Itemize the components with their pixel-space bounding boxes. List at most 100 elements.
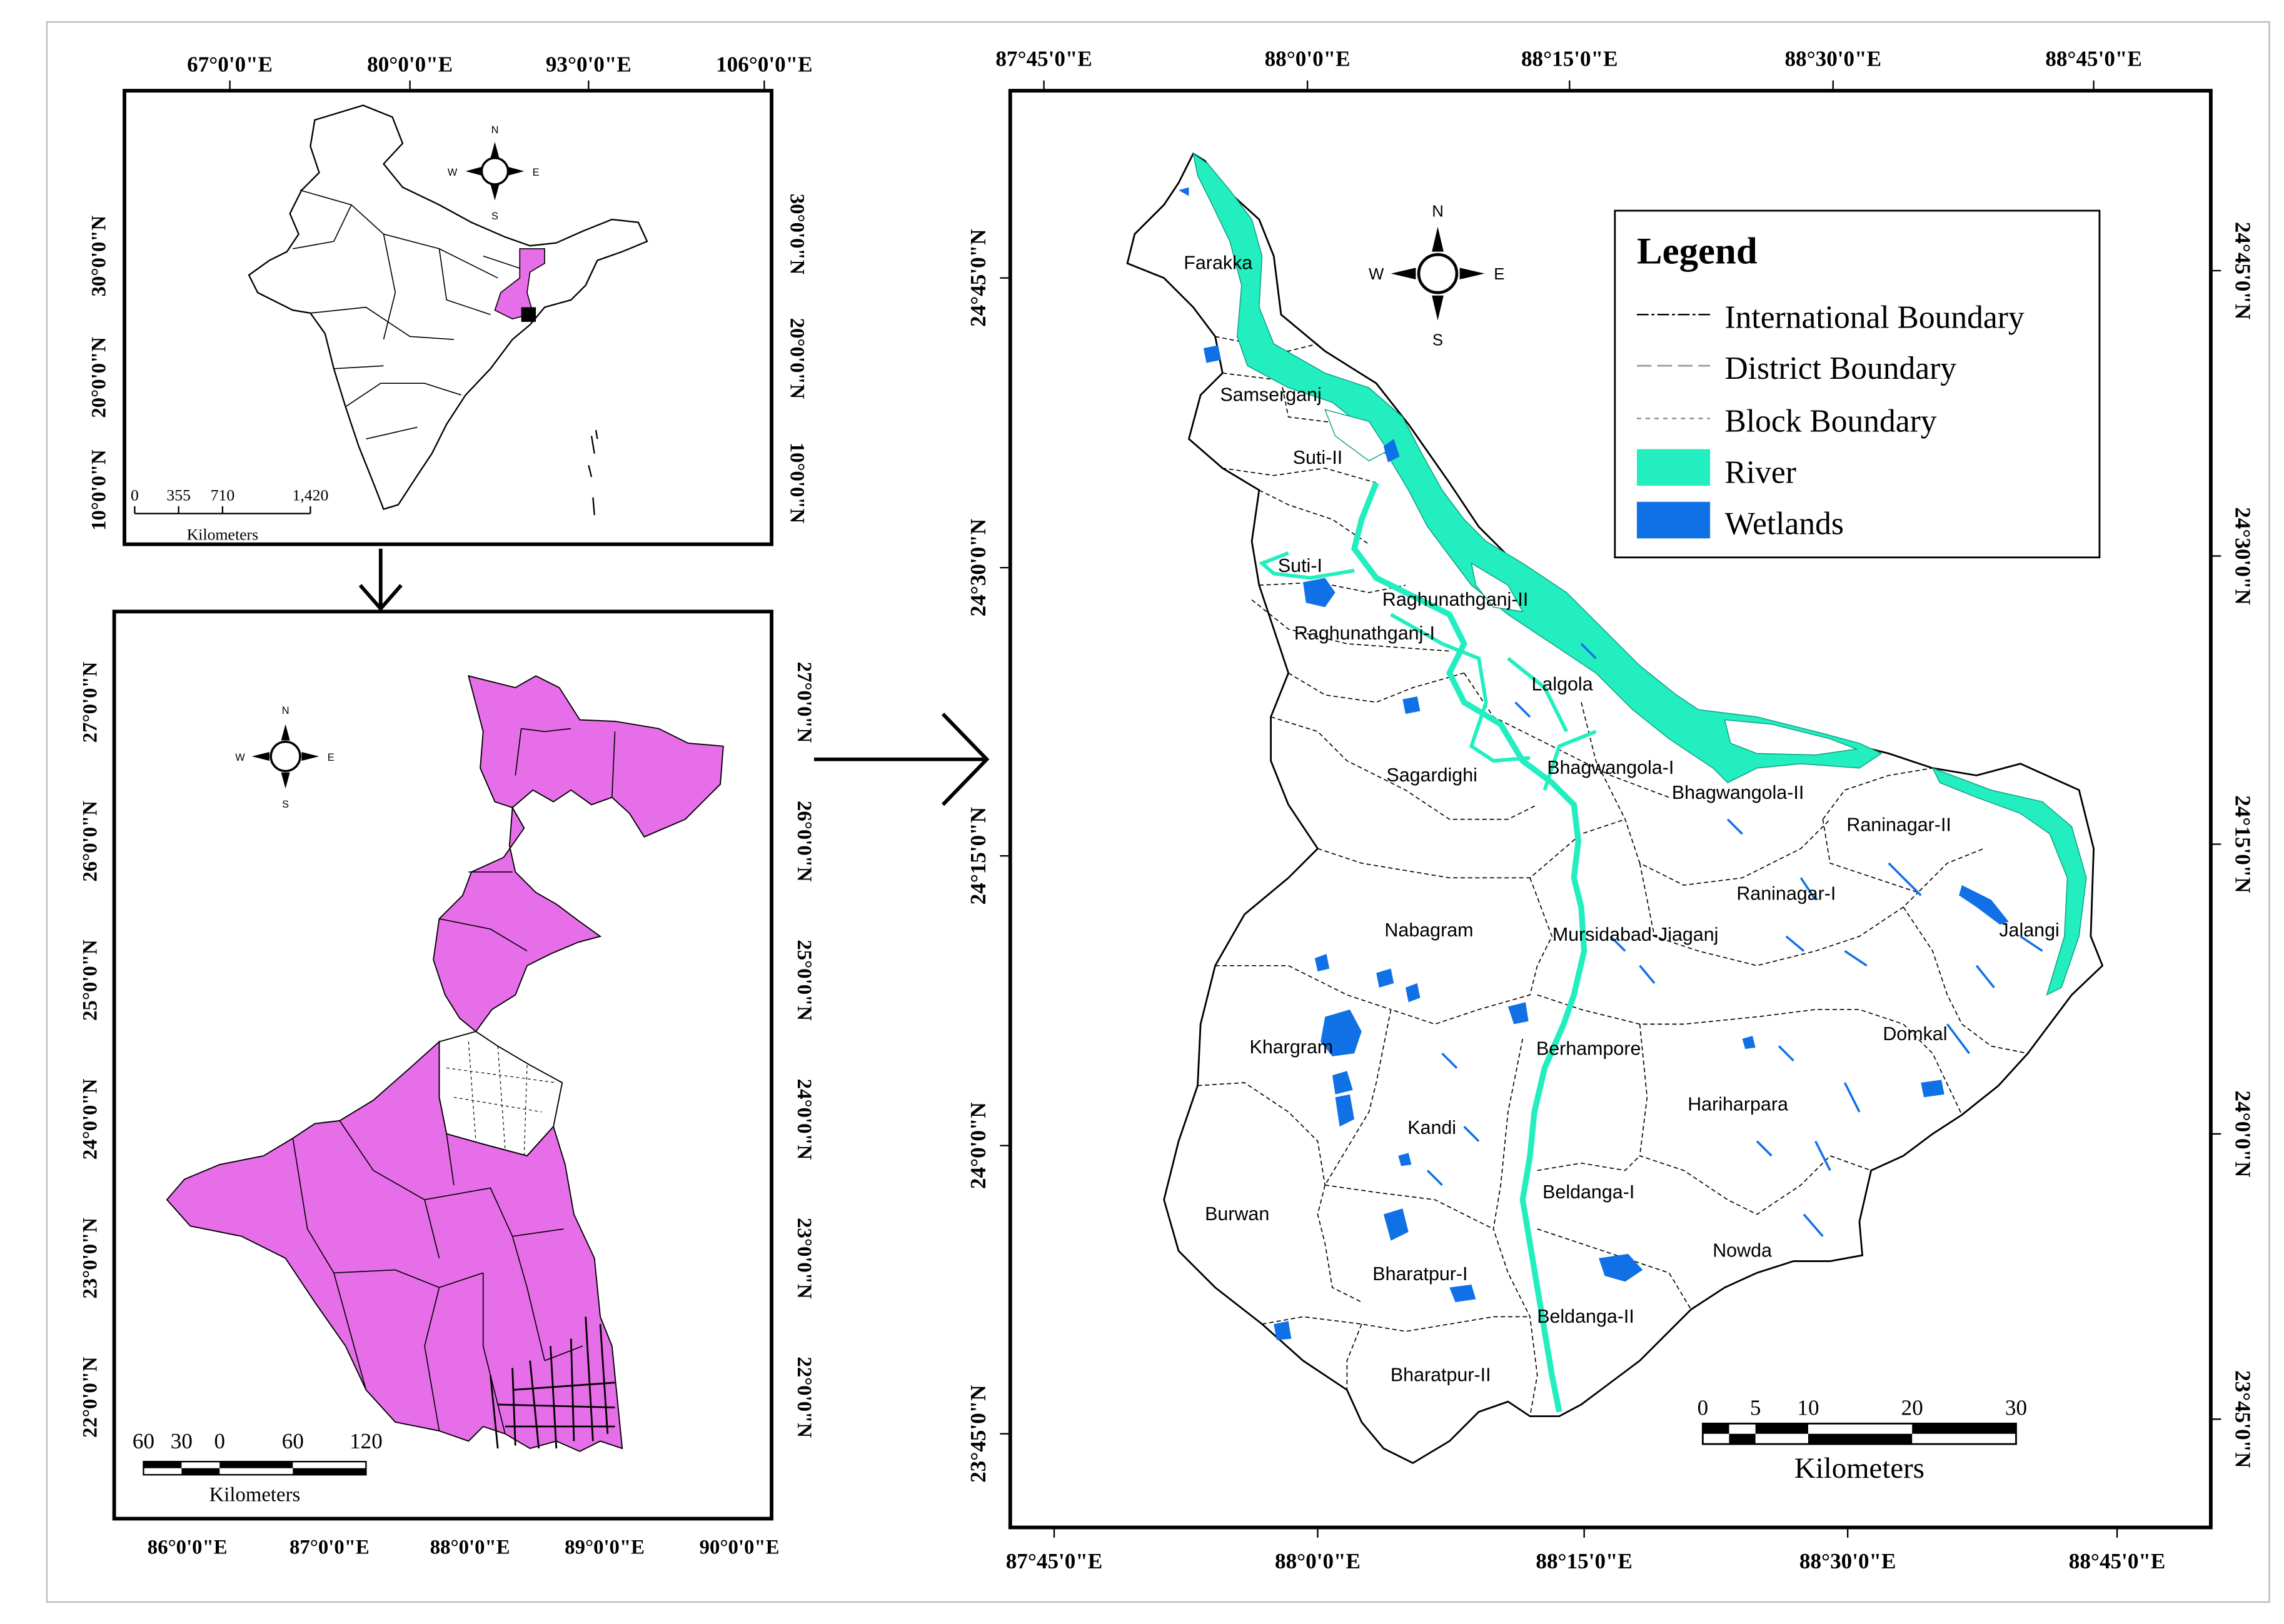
main-scale-unit: Kilometers [1794, 1452, 1924, 1485]
legend-symbol-river [1636, 449, 1711, 486]
wb-right-tick-2: 26°0'0"N [793, 801, 815, 882]
main-top-tick-5: 88°45'0"E [2045, 46, 2142, 71]
wb-compass-s: S [282, 799, 289, 810]
wetlands [1179, 187, 2009, 1340]
block-labels: Farakka Samserganj Suti-II Suti-I Raghun… [1184, 253, 2059, 1386]
block-label: Raninagar-I [1736, 883, 1836, 904]
block-label: Sagardighi [1386, 764, 1477, 786]
wb-north-district-lines [439, 728, 616, 952]
india-compass-e: E [533, 167, 540, 178]
india-top-tick-3: 93°0'0"E [546, 53, 631, 77]
block-label: Mursidabad-Jiaganj [1552, 924, 1719, 945]
legend-label-district: District Boundary [1724, 351, 1956, 386]
legend-title: Legend [1637, 230, 1758, 272]
wb-scale-2: 0 [214, 1429, 225, 1453]
wb-compass-w: W [235, 752, 245, 763]
main-right-tick-1: 24°45'0"N [2231, 222, 2255, 319]
block-label: Beldanga-II [1537, 1306, 1634, 1327]
india-scale-3: 1,420 [292, 486, 328, 504]
india-top-tick-2: 80°0'0"E [367, 53, 453, 77]
india-right-tick-2: 20°0'0"N [785, 318, 808, 399]
india-inset: 67°0'0"E 80°0'0"E 93°0'0"E 106°0'0"E 30°… [88, 53, 813, 546]
wb-bottom-tick-3: 88°0'0"E [430, 1536, 510, 1559]
main-compass-n: N [1432, 203, 1444, 220]
legend-label-wetlands: Wetlands [1724, 506, 1843, 541]
india-outline [248, 104, 648, 510]
india-compass-n: N [491, 124, 499, 136]
river-bhagirathi [1351, 481, 1587, 1413]
wb-scale-1: 30 [171, 1429, 193, 1453]
main-tick-marks [1000, 80, 2221, 1538]
wb-right-tick-3: 25°0'0"N [793, 940, 815, 1021]
wb-compass: N S W E [235, 705, 334, 810]
legend-label-block: Block Boundary [1724, 403, 1936, 439]
main-scale-1: 5 [1750, 1395, 1761, 1420]
main-left-tick-1: 24°45'0"N [966, 229, 990, 327]
wb-right-tick-1: 27°0'0"N [793, 662, 815, 743]
wb-left-tick-2: 26°0'0"N [79, 801, 102, 882]
block-boundaries [1188, 336, 2028, 1416]
main-compass-w: W [1369, 266, 1384, 283]
river-ganges-islands [1324, 409, 1858, 756]
main-scale-bar: 0 5 10 20 30 Kilometers [1698, 1395, 2027, 1485]
india-inset-frame [123, 89, 773, 546]
india-compass: N S W E [448, 124, 540, 222]
india-top-tick-4: 106°0'0"E [716, 53, 813, 77]
block-label: Raghunathganj-I [1294, 623, 1435, 644]
wb-bottom-tick-1: 86°0'0"E [148, 1536, 228, 1559]
wb-north-districts [433, 675, 724, 1033]
main-bottom-tick-5: 88°45'0"E [2069, 1549, 2166, 1573]
block-label: Raghunathganj-II [1382, 589, 1528, 610]
main-bottom-tick-1: 87°45'0"E [1006, 1549, 1103, 1573]
main-left-tick-2: 24°30'0"N [966, 519, 990, 616]
india-top-tick-1: 67°0'0"E [187, 53, 273, 77]
legend-label-river: River [1724, 454, 1796, 490]
main-bottom-tick-2: 88°0'0"E [1275, 1549, 1361, 1573]
wb-south-district-lines [292, 1120, 583, 1434]
main-right-tick-5: 23°45'0"N [2231, 1370, 2255, 1468]
legend: Legend International Boundary District B… [1614, 209, 2101, 559]
india-scale-2: 710 [211, 486, 235, 504]
wb-scale-3: 60 [282, 1429, 304, 1453]
wb-compass-n: N [282, 705, 289, 716]
main-left-tick-4: 24°0'0"N [966, 1102, 990, 1189]
block-label: Domkal [1883, 1023, 1947, 1045]
main-compass-e: E [1494, 266, 1504, 283]
wb-left-tick-5: 23°0'0"N [79, 1218, 102, 1299]
main-top-tick-3: 88°15'0"E [1521, 46, 1618, 71]
block-label: Lalgola [1531, 674, 1592, 695]
india-scale-1: 355 [166, 486, 191, 504]
main-compass-s: S [1432, 331, 1443, 349]
main-bottom-tick-3: 88°15'0"E [1536, 1549, 1633, 1573]
block-label: Hariharpara [1688, 1093, 1788, 1115]
block-label: Jalangi [1999, 920, 2059, 941]
block-label: Bhagwangola-I [1547, 757, 1674, 778]
wb-left-tick-6: 22°0'0"N [79, 1356, 102, 1438]
wetland-streaks [1426, 643, 2043, 1237]
wb-left-tick-4: 24°0'0"N [79, 1078, 102, 1160]
wb-sundarbans-delta [490, 1316, 615, 1449]
river-bhagirathi-loops [1258, 551, 1597, 791]
wb-right-tick-4: 24°0'0"N [793, 1079, 815, 1160]
legend-box [1614, 209, 2101, 559]
legend-label-international: International Boundary [1724, 299, 2024, 335]
main-compass: N S W E [1369, 203, 1504, 349]
west-bengal-inset: 86°0'0"E 87°0'0"E 88°0'0"E 89°0'0"E 90°0… [79, 609, 815, 1559]
wb-left-tick-1: 27°0'0"N [79, 661, 102, 743]
india-scale-0: 0 [131, 486, 139, 504]
main-top-tick-4: 88°30'0"E [1785, 46, 1882, 71]
india-state-lines [293, 189, 528, 439]
main-scale-2: 10 [1797, 1395, 1819, 1420]
main-scale-0: 0 [1698, 1395, 1709, 1420]
india-left-tick-2: 20°0'0"N [88, 337, 111, 418]
block-label: Raninagar-II [1846, 814, 1951, 835]
wb-compass-e: E [328, 752, 335, 763]
wb-scale-4: 120 [350, 1429, 383, 1453]
india-left-tick-1: 30°0'0"N [88, 215, 111, 296]
main-scale-4: 30 [2005, 1395, 2027, 1420]
block-label: Nowda [1713, 1240, 1772, 1261]
main-top-tick-1: 87°45'0"E [995, 46, 1092, 71]
main-right-tick-4: 24°0'0"N [2231, 1090, 2255, 1177]
wb-scale-0: 60 [133, 1429, 154, 1453]
block-label: Suti-I [1278, 555, 1322, 576]
